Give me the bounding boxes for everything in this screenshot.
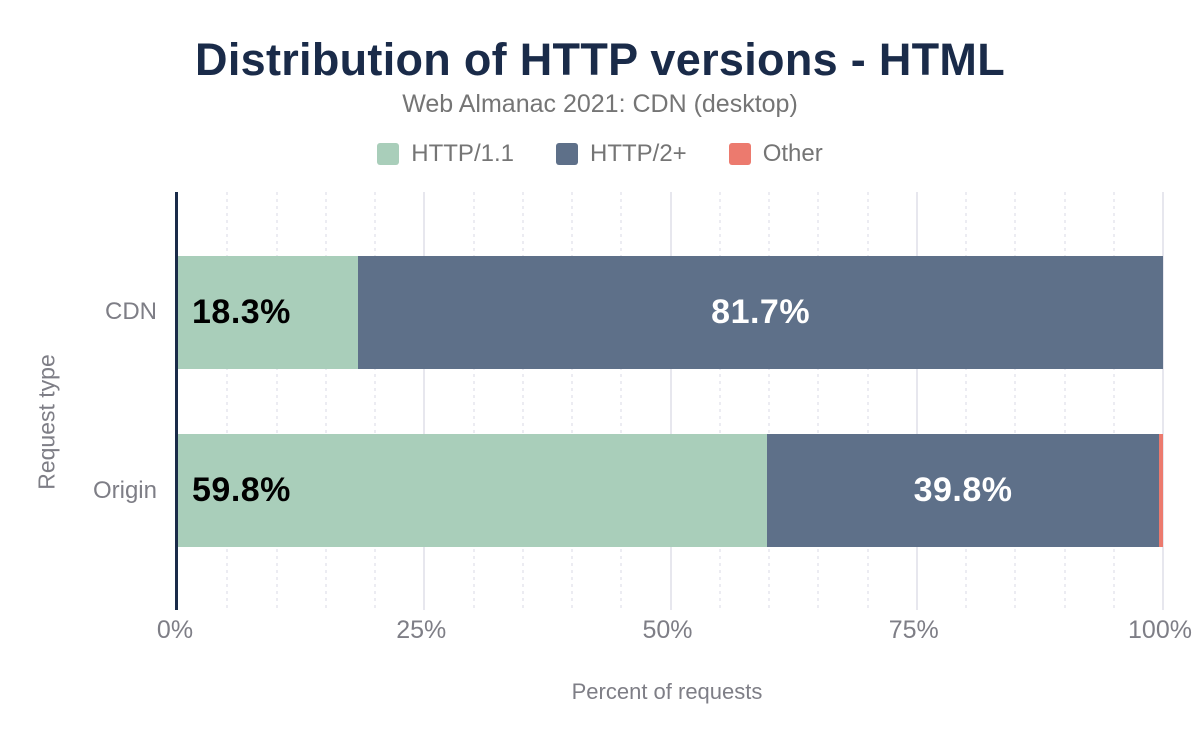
bar-origin: 59.8% 39.8% [178, 434, 1163, 547]
x-tick-25%: 25% [396, 616, 447, 644]
bar-cdn: 18.3% 81.7% [178, 256, 1163, 369]
chart-subtitle: Web Almanac 2021: CDN (desktop) [402, 90, 798, 118]
gridline-10 [275, 192, 278, 610]
gridline-80 [965, 192, 967, 610]
segment-http/1.1: 18.3% [178, 256, 359, 369]
x-tick-100%: 100% [1128, 616, 1192, 644]
x-tick-50%: 50% [642, 616, 693, 644]
gridline-15 [324, 192, 327, 610]
gridline-50 [669, 192, 672, 610]
gridlines [178, 192, 1164, 610]
gridline-5 [226, 192, 229, 610]
bars: 18.3% 81.7% 59.8% 39.8% [178, 192, 1163, 610]
gridline-55 [718, 192, 721, 610]
x-axis-title: Percent of requests [571, 679, 763, 704]
bar-value-label: 39.8% [913, 471, 1013, 509]
gridline-60 [768, 192, 770, 610]
legend-item-http/2+: HTTP/2+ [555, 140, 687, 168]
gridline-100 [1162, 192, 1164, 610]
bar-value-label: 18.3% [192, 293, 291, 331]
legend: HTTP/1.1 HTTP/2+ Other [0, 140, 1200, 168]
x-tick-0%: 0% [156, 616, 194, 644]
segment-http/2+: 39.8% [767, 434, 1160, 547]
y-axis-title: Request type [33, 354, 60, 490]
bar-value-label: 59.8% [192, 471, 291, 509]
legend-label: HTTP/2+ [589, 140, 687, 167]
legend-label: Other [762, 140, 823, 167]
gridline-65 [817, 192, 820, 610]
gridline-70 [866, 192, 869, 610]
segment-other [1159, 434, 1163, 547]
legend-swatch-icon [555, 143, 578, 165]
gridline-30 [472, 192, 475, 610]
legend-label: HTTP/1.1 [411, 140, 514, 167]
gridline-75 [915, 192, 918, 610]
legend-swatch-icon [377, 143, 400, 165]
plot-area: 18.3% 81.7% 59.8% 39.8% [175, 192, 1164, 610]
gridline-95 [1112, 192, 1115, 610]
gridline-85 [1014, 192, 1017, 610]
segment-http/1.1: 59.8% [178, 434, 768, 547]
gridline-35 [521, 192, 524, 610]
bar-value-label: 81.7% [711, 293, 811, 331]
category-label-origin: Origin [92, 477, 157, 504]
gridline-25 [423, 192, 426, 610]
gridline-45 [620, 192, 623, 610]
legend-item-other: Other [728, 140, 823, 168]
gridline-40 [571, 192, 573, 610]
gridline-20 [374, 192, 376, 610]
legend-swatch-icon [728, 143, 751, 165]
segment-http/2+: 81.7% [358, 256, 1163, 369]
chart-title: Distribution of HTTP versions - HTML [195, 34, 1005, 85]
gridline-90 [1063, 192, 1066, 610]
x-tick-75%: 75% [888, 616, 939, 644]
legend-item-http/1.1: HTTP/1.1 [377, 140, 514, 168]
category-label-cdn: CDN [105, 298, 157, 325]
